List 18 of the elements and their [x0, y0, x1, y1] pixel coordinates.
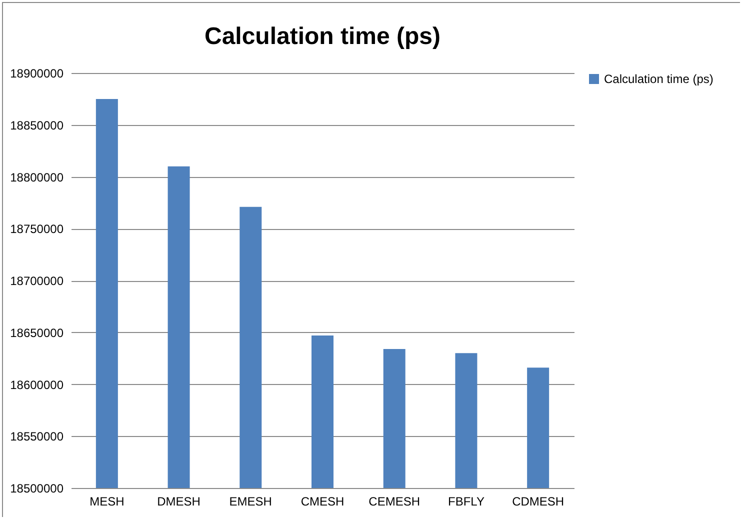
y-tick-label: 18900000 — [10, 66, 64, 80]
x-tick-label: CEMESH — [368, 494, 420, 508]
x-tick-label: MESH — [90, 494, 124, 508]
y-tick-label: 18750000 — [10, 222, 64, 236]
y-tick-label: 18500000 — [10, 482, 64, 496]
y-tick-label: 18850000 — [10, 118, 64, 132]
x-tick-label: EMESH — [229, 494, 272, 508]
y-tick-label: 18550000 — [10, 430, 64, 444]
y-tick-label: 18700000 — [10, 274, 64, 288]
x-tick-label: DMESH — [157, 494, 200, 508]
chart-title: Calculation time (ps) — [204, 23, 441, 50]
x-tick-label: CMESH — [300, 494, 344, 508]
y-tick-label: 18600000 — [10, 378, 64, 392]
x-tick-label: FBFLY — [448, 494, 484, 508]
x-tick-label: CDMESH — [512, 494, 564, 508]
y-tick-label: 18650000 — [10, 326, 64, 340]
legend-label: Calculation time (ps) — [604, 72, 714, 86]
y-tick-label: 18800000 — [10, 170, 64, 184]
